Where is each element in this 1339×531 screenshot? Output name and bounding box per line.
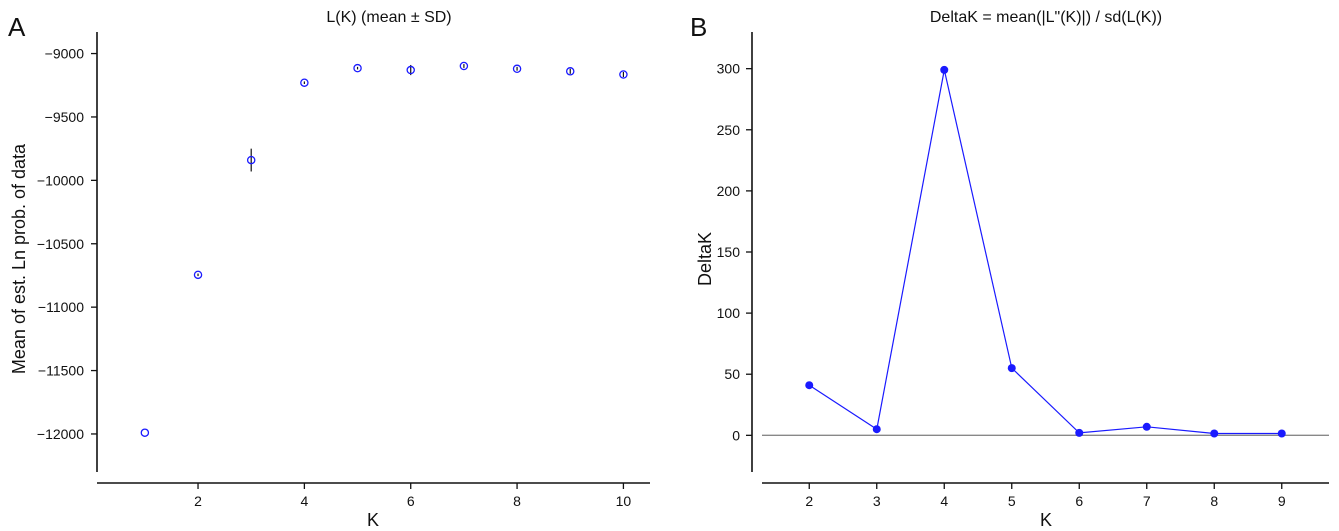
panel-a-y-tick-label: −12000 [37, 426, 84, 442]
panel-a-x-axis-title: K [367, 510, 379, 530]
panel-a-x-tick-label: 8 [513, 493, 521, 509]
panel-a-data-point [406, 65, 415, 75]
panel-a-data-point [140, 428, 150, 437]
panel-a-y-tick-label: −9000 [45, 46, 85, 62]
panel-b-data-point [1277, 429, 1286, 438]
panel-b-y-tick-label: 250 [717, 122, 741, 138]
panel-a-title: L(K) (mean ± SD) [326, 9, 451, 26]
panel-a-x-ticks: 2 4 6 8 10 [194, 483, 631, 509]
panel-b-letter: B [690, 12, 707, 42]
panel-b-data-point [1075, 428, 1084, 437]
panel-b-title: DeltaK = mean(|L"(K)|) / sd(L(K)) [930, 9, 1162, 26]
panel-a-x-tick-label: 10 [616, 493, 632, 509]
panel-b-data-point [1007, 364, 1016, 373]
panel-a-y-tick-label: −11000 [38, 299, 84, 315]
panel-a-y-axis-title: Mean of est. Ln prob. of data [9, 143, 29, 374]
panel-a-y-ticks: −12000 −11500 −11000 −10500 −10000 −9500 −9000 [37, 46, 97, 442]
panel-b-x-tick-label: 9 [1278, 493, 1286, 509]
panel-b-x-tick-label: 5 [1008, 493, 1016, 509]
panel-a-y-tick-label: −9500 [45, 109, 85, 125]
panel-a-data-point [619, 70, 628, 79]
panel-b-x-ticks: 2 3 4 5 6 7 8 9 [805, 483, 1286, 509]
panel-b-y-tick-label: 100 [717, 305, 741, 321]
panel-a-x-tick-label: 6 [407, 493, 415, 509]
panel-b-x-axis-title: K [1040, 510, 1052, 530]
panel-b-points [805, 65, 1286, 438]
panel-b-x-tick-label: 6 [1075, 493, 1083, 509]
panel-a-letter: A [8, 12, 26, 42]
panel-b-x-tick-label: 8 [1210, 493, 1218, 509]
panel-b-x-tick-label: 3 [873, 493, 881, 509]
panel-a-data-point [353, 63, 362, 73]
panel-b-data-point [1142, 422, 1151, 431]
panel-a-x-tick-label: 2 [194, 493, 202, 509]
panel-b-x-tick-label: 2 [805, 493, 813, 509]
panel-a-data-point [193, 270, 203, 280]
panel-a-chart: A L(K) (mean ± SD) −12000 −11500 −11000 −10… [8, 9, 650, 530]
panel-b-data-point [1210, 429, 1219, 438]
panel-a-y-tick-label: −10000 [37, 172, 84, 188]
panel-a-data-point [565, 67, 575, 76]
panel-a-points [140, 61, 628, 437]
panel-b-data-point [872, 425, 881, 434]
panel-b-x-tick-label: 7 [1143, 493, 1151, 509]
panel-b-y-tick-label: 0 [732, 427, 740, 443]
panel-a-data-point [459, 61, 469, 71]
panel-a-data-point [246, 155, 256, 165]
panel-b-y-tick-label: 50 [724, 366, 740, 382]
panel-b-y-tick-label: 300 [717, 61, 741, 77]
panel-b-series-line [808, 69, 1282, 435]
panel-b-data-point [940, 65, 949, 74]
panel-b-data-point [805, 381, 814, 390]
panel-b-x-tick-label: 4 [940, 493, 948, 509]
panel-b-y-ticks: 0 50 100 150 200 250 300 [717, 61, 752, 443]
panel-b-chart: B DeltaK = mean(|L"(K)|) / sd(L(K)) 0 50 1… [690, 9, 1329, 530]
panel-a-data-point [300, 78, 309, 87]
panel-b-y-tick-label: 200 [717, 183, 741, 199]
panel-a-x-tick-label: 4 [300, 493, 308, 509]
panel-a-data-point [512, 64, 522, 74]
panel-a-y-tick-label: −10500 [37, 236, 84, 252]
panel-a-y-tick-label: −11500 [38, 363, 84, 379]
panel-b-y-axis-title: DeltaK [695, 232, 715, 286]
panel-b-y-tick-label: 150 [717, 244, 741, 260]
